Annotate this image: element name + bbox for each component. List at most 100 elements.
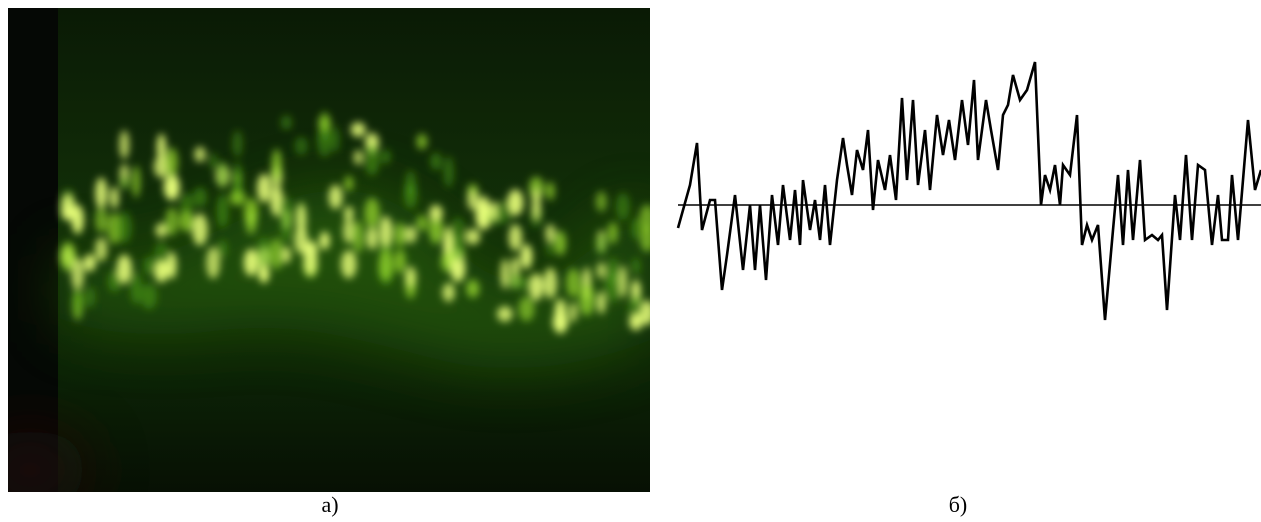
light-spot xyxy=(154,260,168,282)
light-spot xyxy=(545,224,555,243)
light-spot xyxy=(167,252,177,279)
light-spot xyxy=(416,134,427,150)
light-spot xyxy=(365,198,380,228)
light-spot xyxy=(165,207,178,236)
figure: а) б) xyxy=(0,0,1261,522)
light-spot xyxy=(619,265,627,298)
light-spot xyxy=(608,222,618,244)
light-spot xyxy=(166,148,178,177)
light-spot xyxy=(430,152,441,170)
light-spot xyxy=(354,150,363,165)
light-spot xyxy=(281,213,292,241)
light-spot xyxy=(416,215,428,231)
light-spot xyxy=(281,115,292,129)
light-spot xyxy=(450,218,465,245)
light-spot xyxy=(367,226,378,249)
light-spot xyxy=(257,174,271,203)
light-spot xyxy=(596,191,607,211)
light-spot xyxy=(164,174,180,201)
light-spot xyxy=(405,266,416,287)
light-spot xyxy=(532,188,540,220)
light-spot xyxy=(144,257,154,275)
light-spot xyxy=(466,280,479,298)
light-spot xyxy=(256,237,271,267)
light-spot xyxy=(395,249,406,273)
light-spot xyxy=(544,268,557,299)
light-spot xyxy=(379,216,392,247)
light-spot xyxy=(353,221,364,253)
light-spot xyxy=(95,207,107,233)
light-spot xyxy=(507,189,523,215)
light-spot xyxy=(597,291,605,314)
light-spot xyxy=(631,218,640,239)
light-spot xyxy=(131,273,142,305)
light-spot xyxy=(95,237,107,261)
panel-label: б) xyxy=(949,492,968,517)
light-spot xyxy=(295,137,308,155)
light-spot xyxy=(329,185,343,209)
light-spot xyxy=(444,156,454,187)
light-spot xyxy=(192,214,207,246)
light-spot xyxy=(218,240,227,258)
light-spot xyxy=(521,244,533,269)
light-spot xyxy=(341,250,357,278)
light-spot xyxy=(209,153,218,169)
light-spot xyxy=(465,229,480,245)
light-spot xyxy=(530,273,543,301)
light-spot xyxy=(119,130,129,159)
light-spot xyxy=(555,231,566,256)
light-spot xyxy=(194,147,205,163)
light-spot xyxy=(217,194,229,228)
light-spot xyxy=(282,247,291,263)
light-spot xyxy=(206,247,220,279)
light-spot xyxy=(519,296,535,321)
light-spot xyxy=(344,176,353,191)
light-spot xyxy=(318,115,330,132)
light-spot xyxy=(429,205,442,221)
light-spot xyxy=(117,212,132,244)
light-spot xyxy=(132,166,140,198)
waveform-panel xyxy=(678,62,1261,320)
light-spot xyxy=(232,130,242,157)
light-spot xyxy=(632,258,640,275)
light-spot xyxy=(141,284,157,309)
light-spot xyxy=(259,265,269,284)
light-spot xyxy=(117,255,132,284)
waveform xyxy=(678,62,1261,320)
light-spot xyxy=(596,234,607,256)
light-spot xyxy=(270,238,283,270)
light-spot xyxy=(193,187,207,207)
light-spot xyxy=(509,224,522,251)
light-spot xyxy=(395,222,406,247)
light-spot xyxy=(218,160,228,190)
panel-label: а) xyxy=(321,492,338,517)
light-spot xyxy=(607,258,618,286)
light-spot xyxy=(95,178,107,209)
light-spot xyxy=(546,182,555,200)
light-spot xyxy=(640,300,655,325)
light-spot xyxy=(71,258,84,290)
light-spot xyxy=(233,162,243,194)
light-spot xyxy=(405,170,416,197)
light-spot xyxy=(404,226,417,243)
light-spot xyxy=(331,126,340,153)
light-spot xyxy=(616,193,630,221)
light-spot xyxy=(579,284,594,316)
light-spot xyxy=(381,150,391,164)
page: а) б) (() => { const data = JSON.parse(d… xyxy=(0,0,1261,522)
light-spot xyxy=(296,204,306,236)
light-spot xyxy=(244,198,258,225)
light-spot xyxy=(244,249,258,276)
light-spot xyxy=(569,302,577,322)
light-spot xyxy=(272,149,282,181)
light-spot xyxy=(597,262,606,278)
light-spot xyxy=(379,250,393,281)
light-spot xyxy=(640,205,656,232)
light-spot xyxy=(110,187,119,209)
photo-dark-edge xyxy=(8,8,58,492)
light-spot xyxy=(501,259,509,290)
light-spot xyxy=(508,273,523,290)
light-spot xyxy=(566,268,580,297)
light-spot xyxy=(73,288,83,313)
light-spot xyxy=(443,283,455,302)
